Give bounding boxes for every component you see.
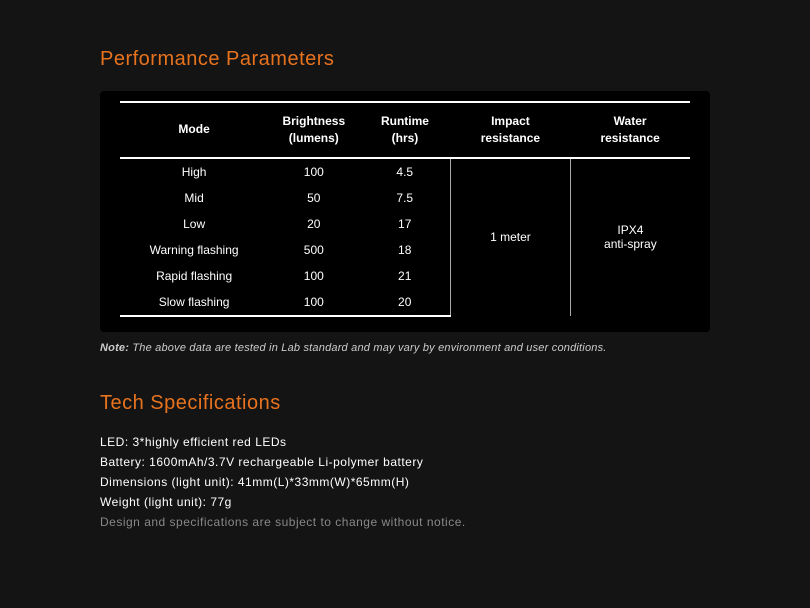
col-runtime: Runtime (hrs) (359, 102, 450, 158)
water-cell: IPX4 anti-spray (570, 158, 690, 316)
spec-line: Weight (light unit): 77g (100, 495, 710, 509)
col-mode: Mode (120, 102, 268, 158)
spec-line: LED: 3*highly efficient red LEDs (100, 435, 710, 449)
col-brightness: Brightness (lumens) (268, 102, 359, 158)
parameters-box: Mode Brightness (lumens) Runtime (hrs) I… (100, 91, 710, 332)
specs-title: Tech Specifications (100, 392, 710, 415)
parameters-table: Mode Brightness (lumens) Runtime (hrs) I… (120, 101, 690, 317)
parameters-title: Performance Parameters (100, 48, 710, 71)
spec-line: Dimensions (light unit): 41mm(L)*33mm(W)… (100, 475, 710, 489)
spec-line-muted: Design and specifications are subject to… (100, 515, 710, 529)
specs-list: LED: 3*highly efficient red LEDs Battery… (100, 435, 710, 529)
impact-cell: 1 meter (451, 158, 571, 316)
spec-line: Battery: 1600mAh/3.7V rechargeable Li-po… (100, 455, 710, 469)
table-row: High 100 4.5 1 meter IPX4 anti-spray (120, 158, 690, 185)
col-impact: Impact resistance (451, 102, 571, 158)
note-line: Note: The above data are tested in Lab s… (100, 342, 710, 354)
col-water: Water resistance (570, 102, 690, 158)
